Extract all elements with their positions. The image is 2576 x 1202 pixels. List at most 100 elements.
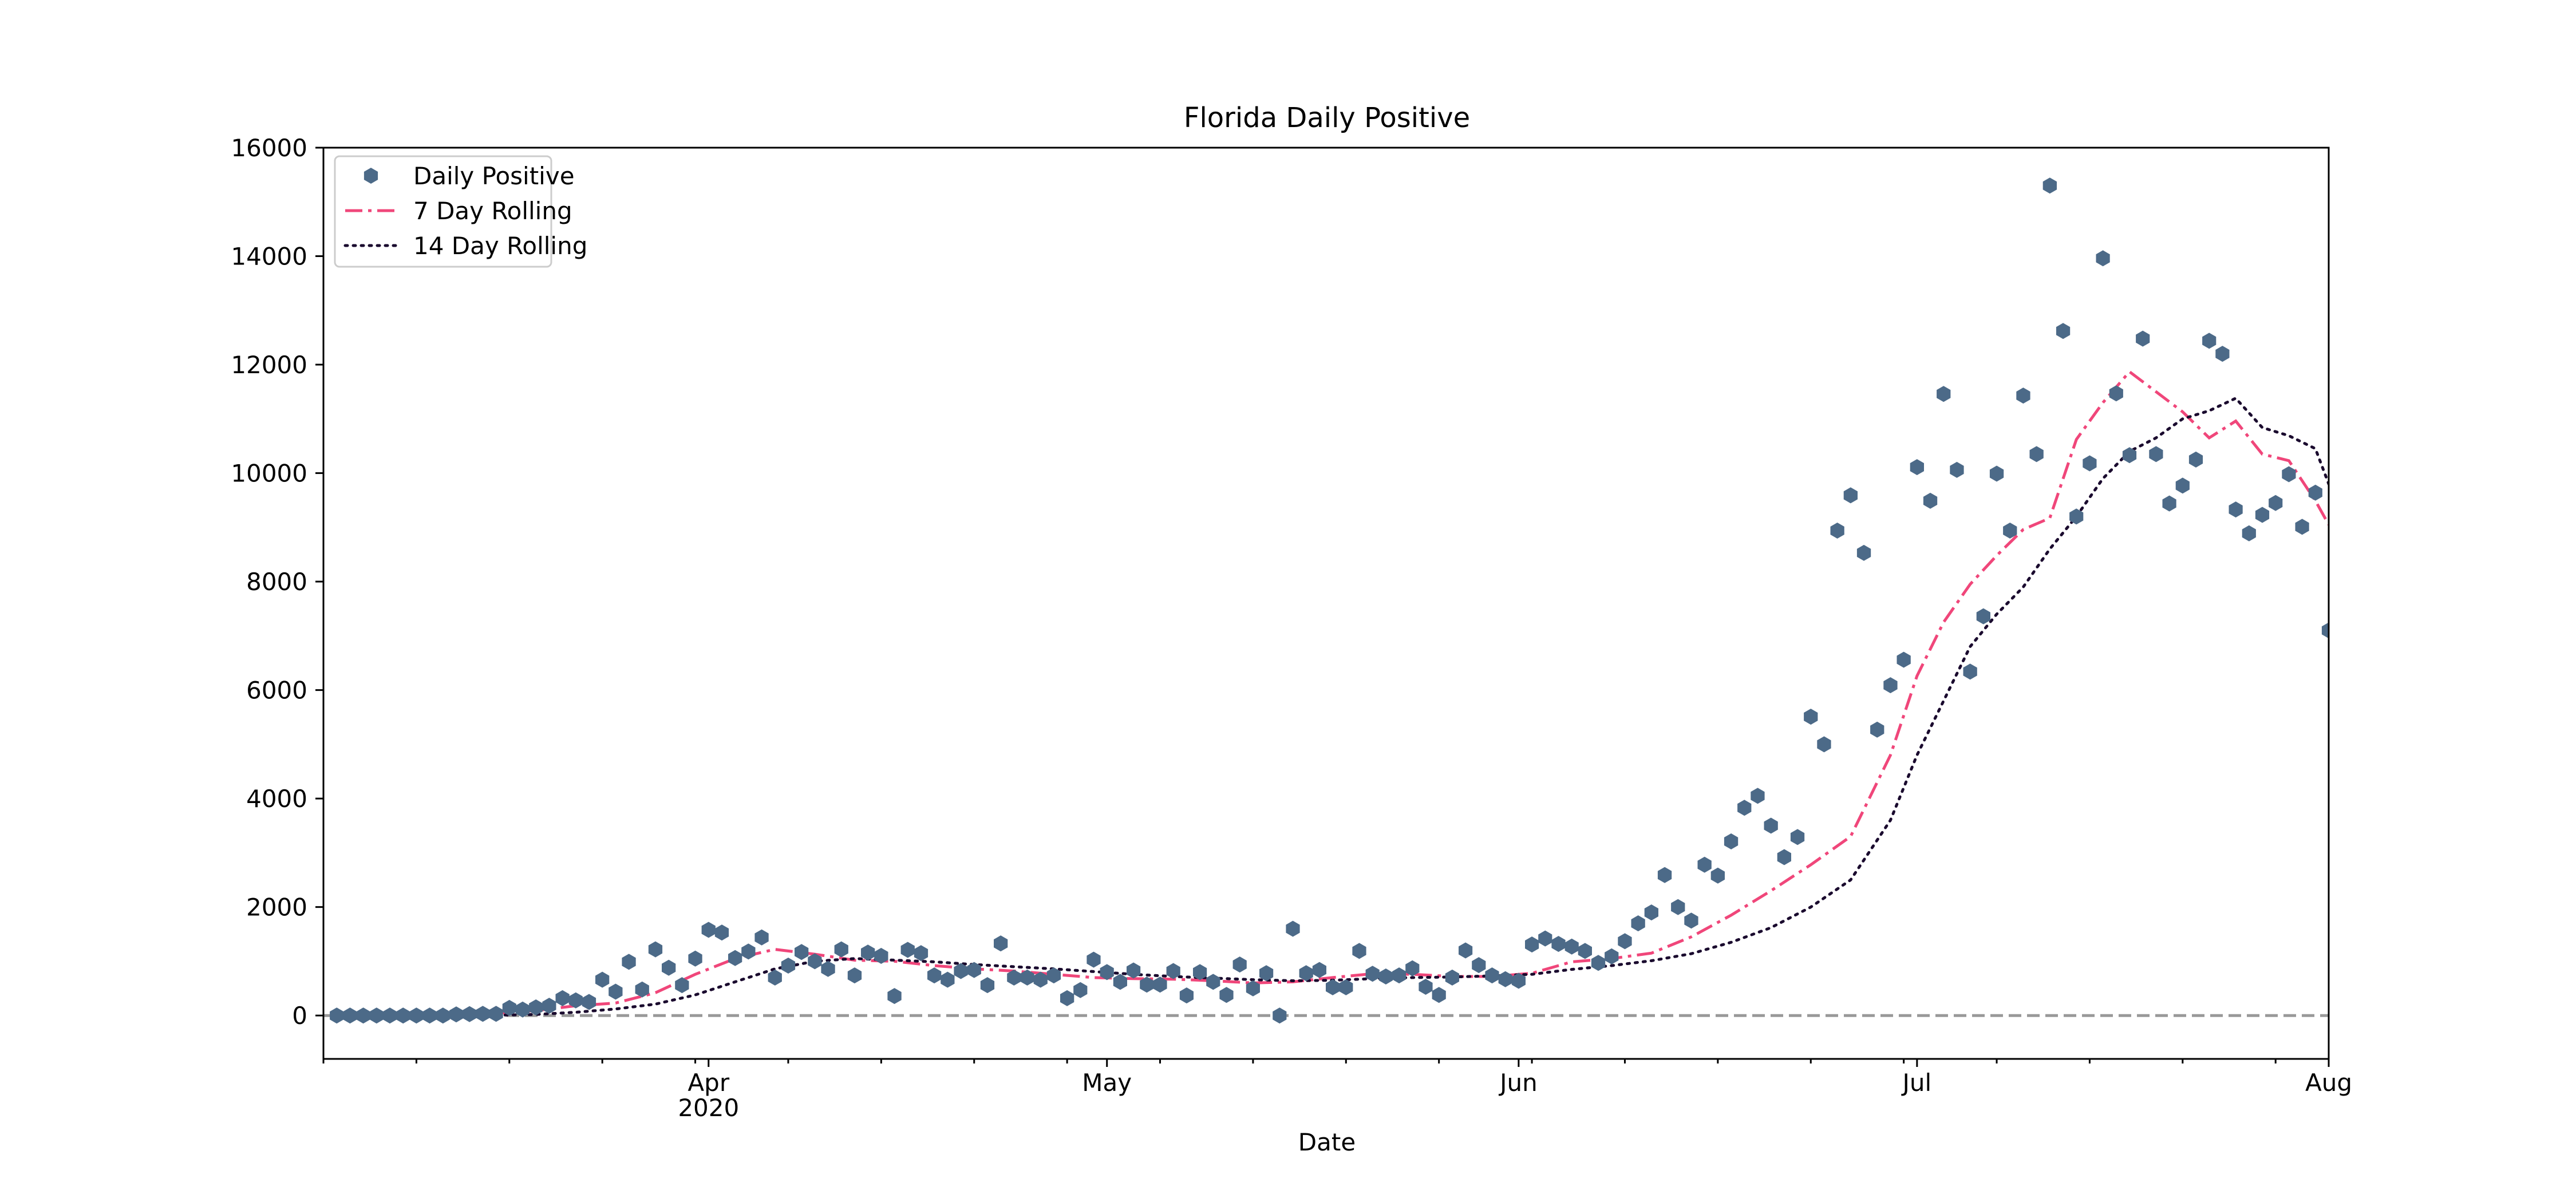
data-point bbox=[463, 1006, 477, 1022]
data-point bbox=[1804, 709, 1818, 725]
data-point bbox=[1883, 677, 1898, 694]
data-point bbox=[688, 950, 702, 967]
data-point bbox=[1046, 967, 1061, 984]
data-point bbox=[847, 967, 862, 984]
data-point bbox=[1724, 833, 1739, 849]
data-point bbox=[1578, 943, 1592, 959]
x-tick-label: Jun bbox=[1498, 1069, 1538, 1097]
data-point bbox=[343, 1007, 357, 1024]
data-point bbox=[356, 1007, 370, 1024]
data-point bbox=[1060, 990, 1074, 1006]
data-point bbox=[1830, 523, 1844, 539]
data-point bbox=[1538, 930, 1552, 947]
data-point bbox=[1777, 849, 1791, 865]
y-tick-label: 16000 bbox=[231, 134, 307, 162]
data-point bbox=[808, 953, 822, 970]
data-point bbox=[436, 1007, 450, 1024]
data-point bbox=[1113, 974, 1127, 990]
data-point bbox=[1127, 962, 1141, 979]
data-point bbox=[1246, 980, 1260, 997]
data-point bbox=[1910, 459, 1924, 476]
data-point bbox=[2282, 466, 2296, 483]
data-point bbox=[2308, 484, 2322, 501]
chart-title: Florida Daily Positive bbox=[1184, 102, 1470, 134]
data-point bbox=[900, 942, 915, 958]
data-point bbox=[1206, 974, 1220, 990]
data-point bbox=[1817, 736, 1831, 753]
data-point bbox=[1086, 951, 1101, 968]
legend: Daily Positive 7 Day Rolling 14 Day Rollin… bbox=[334, 155, 587, 268]
data-point bbox=[675, 977, 689, 994]
data-point bbox=[1751, 788, 1765, 804]
data-point bbox=[1937, 386, 1951, 402]
data-point bbox=[595, 971, 610, 988]
plot-area: 0 2000 4000 6000 8000 10000 12000 14000 16000 Apr… bbox=[231, 134, 2352, 1122]
data-point bbox=[1459, 942, 1473, 959]
x-tick-label: Aug bbox=[2305, 1069, 2352, 1097]
data-point bbox=[529, 999, 543, 1015]
x-tick-label: Jul bbox=[1901, 1069, 1931, 1097]
data-point bbox=[1923, 492, 1938, 509]
data-point bbox=[1312, 962, 1326, 978]
data-point bbox=[1033, 971, 1048, 988]
data-point bbox=[2016, 388, 2030, 404]
data-point bbox=[754, 929, 769, 946]
data-point bbox=[1299, 965, 1313, 982]
data-point bbox=[941, 971, 955, 988]
data-point bbox=[2202, 333, 2217, 349]
legend-label: 14 Day Rolling bbox=[413, 232, 587, 260]
data-point bbox=[1179, 987, 1194, 1004]
data-point bbox=[1472, 957, 1486, 974]
data-point bbox=[954, 963, 968, 979]
data-point bbox=[701, 922, 716, 938]
data-point bbox=[1591, 955, 1606, 971]
series-daily-positive bbox=[330, 177, 2329, 1024]
data-point bbox=[1511, 972, 1526, 989]
y-tick-label: 0 bbox=[292, 1002, 307, 1030]
data-point bbox=[1419, 979, 1433, 995]
data-point bbox=[1339, 979, 1353, 995]
data-point bbox=[1365, 966, 1380, 982]
data-point bbox=[476, 1006, 490, 1022]
data-point bbox=[1007, 969, 1021, 986]
data-point bbox=[2242, 525, 2256, 541]
data-point bbox=[2083, 455, 2097, 472]
data-point bbox=[2175, 477, 2190, 494]
data-point bbox=[741, 943, 756, 960]
y-tick-label: 14000 bbox=[231, 243, 307, 271]
data-point bbox=[662, 959, 676, 976]
data-point bbox=[568, 992, 583, 1009]
data-point bbox=[489, 1006, 503, 1022]
data-point bbox=[2295, 519, 2309, 535]
data-point bbox=[821, 960, 835, 977]
data-point bbox=[2003, 523, 2017, 539]
data-point bbox=[781, 958, 796, 974]
data-point bbox=[1631, 915, 1645, 932]
data-point bbox=[396, 1007, 410, 1024]
data-point bbox=[994, 935, 1008, 952]
y-tick-label: 8000 bbox=[246, 568, 307, 596]
data-point bbox=[1392, 967, 1406, 984]
data-point bbox=[714, 924, 729, 941]
data-point bbox=[1432, 987, 1446, 1003]
data-point bbox=[1870, 721, 1884, 738]
data-point bbox=[1232, 956, 1247, 973]
data-point bbox=[2269, 495, 2283, 511]
data-point bbox=[1657, 867, 1672, 883]
data-point bbox=[1219, 987, 1234, 1003]
data-point bbox=[330, 1007, 344, 1024]
data-point bbox=[582, 994, 596, 1010]
data-point bbox=[768, 969, 782, 986]
y-tick-label: 12000 bbox=[231, 351, 307, 379]
data-point bbox=[1605, 948, 1619, 964]
data-point bbox=[795, 944, 809, 960]
data-point bbox=[609, 983, 623, 1000]
data-point bbox=[515, 1001, 530, 1018]
data-point bbox=[2069, 508, 2084, 525]
data-point bbox=[1697, 856, 1712, 873]
data-point bbox=[1525, 936, 1539, 953]
data-point bbox=[2056, 323, 2071, 339]
data-point bbox=[914, 945, 929, 962]
data-point bbox=[1710, 867, 1725, 884]
data-point bbox=[1153, 976, 1167, 993]
